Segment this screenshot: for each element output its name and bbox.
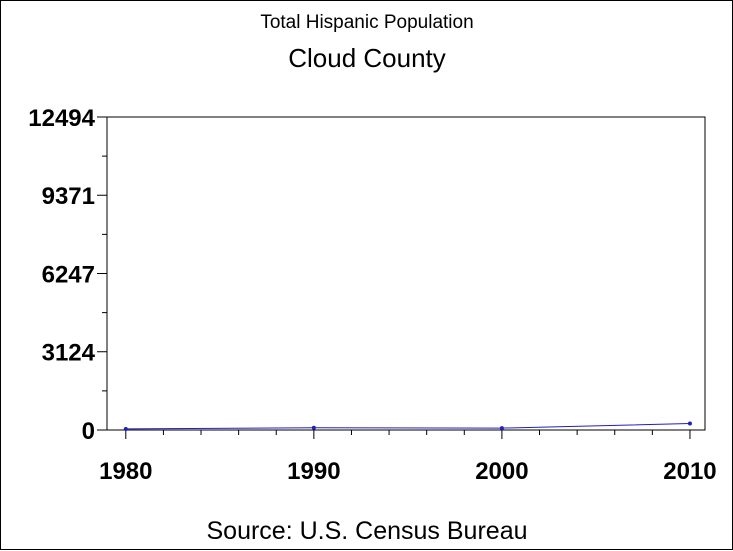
plot-area [106,116,706,431]
x-tick-label: 1990 [287,458,340,485]
series-line [125,423,691,430]
data-point [687,421,692,426]
axes-layer: 0 3124 6247 9371 12494 1980 1990 2000 2010 [28,105,716,485]
x-tick-label: 2010 [663,458,716,485]
data-point [123,426,128,431]
y-tick-label: 12494 [28,105,95,132]
chart-subtitle: Cloud County [288,43,446,73]
chart-footnote: Source: U.S. Census Bureau [207,517,528,545]
y-tick-label: 0 [82,418,95,445]
chart-title: Total Hispanic Population [260,12,473,33]
y-tick-label: 3124 [42,340,96,367]
data-point [311,425,316,430]
y-tick-label: 9371 [42,183,95,210]
data-point [499,426,504,431]
x-tick-label: 1980 [99,458,152,485]
y-tick-label: 6247 [42,262,95,289]
x-tick-label: 2000 [475,458,528,485]
series-layer [123,421,692,431]
